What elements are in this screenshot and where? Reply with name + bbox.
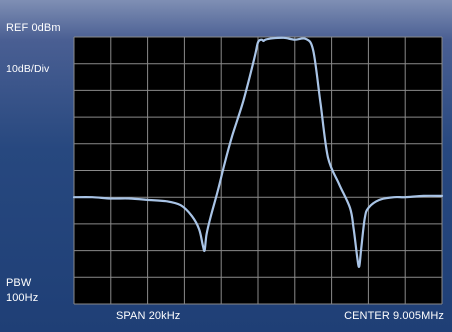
resolution-bandwidth-label: PBW: [6, 277, 32, 289]
scale-per-division-label: 10dB/Div: [6, 63, 50, 75]
resolution-bandwidth-value: 100Hz: [6, 292, 39, 304]
spectrum-trace: [72, 36, 444, 268]
reference-level-label: REF 0dBm: [6, 22, 61, 34]
grid-lines: [73, 36, 443, 305]
center-frequency-label: CENTER 9.005MHz: [344, 310, 444, 322]
span-label: SPAN 20kHz: [116, 310, 181, 322]
